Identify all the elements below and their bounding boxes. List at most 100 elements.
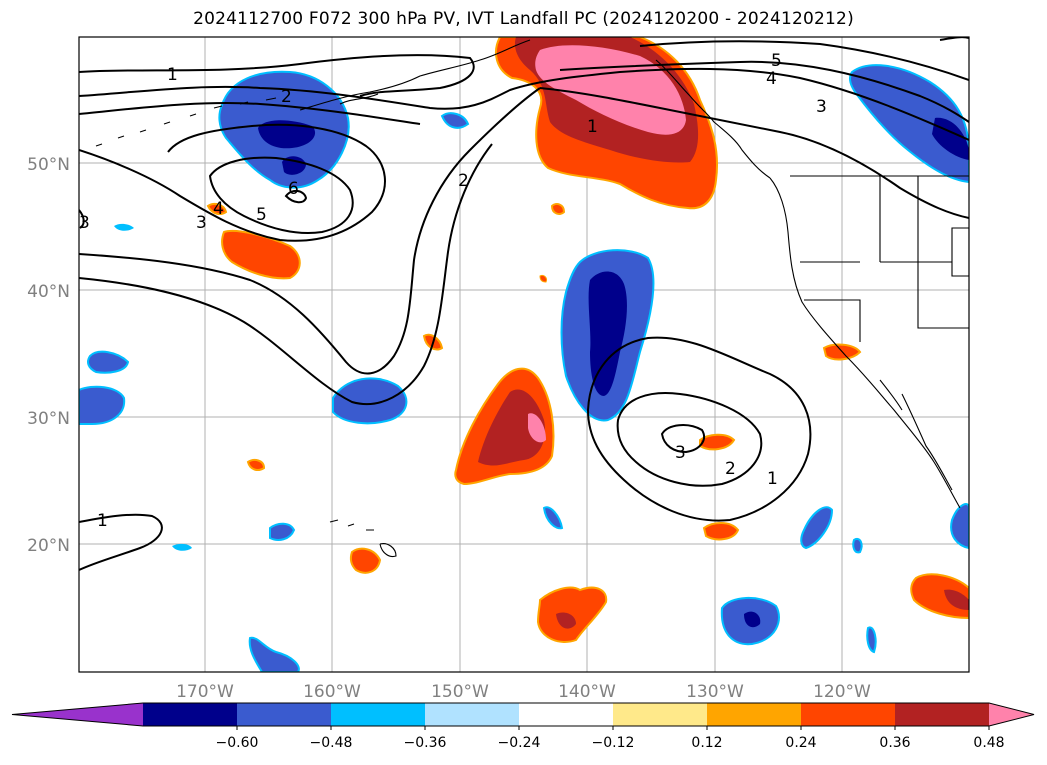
contour-ridge-east-3 xyxy=(639,40,969,81)
pos-region-northwest-max xyxy=(535,45,686,135)
neg-region-gulf-alaska-core xyxy=(258,120,316,149)
contour-low-loop-mid xyxy=(208,156,354,235)
colorbar-extend-min xyxy=(12,703,143,726)
contour-label: 3 xyxy=(196,213,207,233)
pos-region-southeast xyxy=(910,573,969,620)
neg-region-small-7 xyxy=(852,538,863,554)
colorbar-tick-label: −0.12 xyxy=(592,735,635,751)
pos-region-hawaii xyxy=(349,547,382,574)
pos-region-small-7 xyxy=(539,275,547,283)
lon-label-130w: 130°W xyxy=(686,682,744,702)
colorbar-segment xyxy=(425,703,520,726)
lon-label-160w: 160°W xyxy=(303,682,361,702)
colorbar-segment xyxy=(801,703,896,726)
pos-region-central-max xyxy=(528,413,546,443)
map-title: 2024112700 F072 300 hPa PV, IVT Landfall… xyxy=(193,9,854,29)
pos-region-southeast-dark xyxy=(944,589,969,610)
contour-label: 2 xyxy=(458,171,469,191)
colorbar-tick-label: 0.12 xyxy=(691,735,722,751)
map-plot-area xyxy=(79,37,969,672)
colorbar-tick-label: −0.48 xyxy=(310,735,353,751)
pos-region-south-center xyxy=(536,586,608,643)
neg-region-south-central xyxy=(332,377,408,425)
contour-3-west xyxy=(79,101,421,125)
colorbar-tick-label: 0.48 xyxy=(973,735,1004,751)
lon-label-140w: 140°W xyxy=(558,682,616,702)
contour-trough-inner xyxy=(79,143,493,406)
colorbar: −0.60 −0.48 −0.36 −0.24 −0.12 0.12 0.24 0.36 0.4… xyxy=(11,702,1035,751)
longitude-labels: 170°W 160°W 150°W 140°W 130°W 120°W xyxy=(176,682,871,702)
pos-region-central-dark xyxy=(478,389,546,466)
contour-labels: 1 2 6 4 5 3 2 1 5 4 3 3 2 1 1 3 xyxy=(79,51,827,531)
neg-region-small-5 xyxy=(440,112,470,129)
contour-label: 1 xyxy=(587,117,598,137)
contour-trough-outer xyxy=(79,87,541,375)
bc-coast xyxy=(655,59,771,179)
pv-contours xyxy=(79,37,969,571)
colorbar-outline xyxy=(11,702,1035,727)
contour-label: 4 xyxy=(213,199,224,219)
colorbar-segment xyxy=(707,703,802,726)
neg-region-west-small xyxy=(87,350,130,374)
contour-1-north xyxy=(79,54,475,97)
lon-label-170w: 170°W xyxy=(176,682,234,702)
contour-3-west-edge xyxy=(79,209,85,229)
latitude-labels: 50°N 40°N 30°N 20°N xyxy=(27,155,70,556)
contour-low-loop-outer xyxy=(79,123,386,242)
neg-region-gulf-alaska-core2 xyxy=(282,156,306,175)
neg-region-southwest xyxy=(248,636,300,672)
lat-label-20n: 20°N xyxy=(27,536,70,556)
contour-label: 5 xyxy=(256,205,267,225)
alaska-coast xyxy=(299,39,531,111)
contour-ridge-east-2 xyxy=(559,60,969,123)
neg-region-small-6 xyxy=(866,626,877,654)
neg-region-south-core xyxy=(744,611,761,628)
contour-label: 2 xyxy=(281,87,292,107)
colorbar-segment xyxy=(613,703,708,726)
hawaii-islands xyxy=(329,519,397,558)
contour-cutoff-outer xyxy=(586,336,812,522)
colorbar-segment xyxy=(237,703,332,726)
us-west-coast xyxy=(769,177,961,509)
contour-label: 1 xyxy=(167,65,178,85)
pos-region-small-4 xyxy=(550,203,566,215)
contour-cutoff-mid xyxy=(616,392,763,487)
colorbar-segment xyxy=(895,703,990,726)
contour-2-west xyxy=(79,67,969,141)
colorbar-tick-label: −0.24 xyxy=(498,735,541,751)
lat-label-50n: 50°N xyxy=(27,155,70,175)
negative-pc-regions xyxy=(79,64,969,672)
contour-label: 5 xyxy=(771,51,782,71)
colorbar-segment xyxy=(143,703,238,726)
colorbar-tick-label: −0.60 xyxy=(216,735,259,751)
neg-region-small-3 xyxy=(269,522,296,541)
neg-region-central-core xyxy=(588,271,627,396)
lat-label-30n: 30°N xyxy=(27,409,70,429)
contour-low-loop-core xyxy=(284,190,308,204)
colorbar-tick-label: 0.36 xyxy=(879,735,910,751)
pos-region-south-small xyxy=(702,522,740,541)
pos-region-small-1 xyxy=(699,433,736,451)
neg-region-northeast xyxy=(849,64,969,184)
contour-label: 1 xyxy=(767,469,778,489)
lon-label-120w: 120°W xyxy=(813,682,871,702)
contour-cutoff-core xyxy=(660,424,705,454)
contour-ridge-east xyxy=(539,87,969,219)
contour-label: 4 xyxy=(766,69,777,89)
coastlines xyxy=(95,39,969,558)
colorbar-segment xyxy=(331,703,426,726)
neg-region-small-1 xyxy=(800,506,834,550)
contour-label: 2 xyxy=(725,459,736,479)
neg-region-west-edge xyxy=(79,385,126,425)
map-border xyxy=(78,36,970,673)
contour-label: 3 xyxy=(675,443,686,463)
baja-coast xyxy=(879,379,953,491)
pos-region-small-6 xyxy=(206,203,228,215)
colorbar-extend-max xyxy=(989,703,1034,726)
pos-region-small-5 xyxy=(246,459,266,471)
lat-label-40n: 40°N xyxy=(27,282,70,302)
contour-label: 1 xyxy=(97,511,108,531)
neg-region-small-4 xyxy=(542,506,564,530)
colorbar-tick-label: 0.24 xyxy=(785,735,816,751)
